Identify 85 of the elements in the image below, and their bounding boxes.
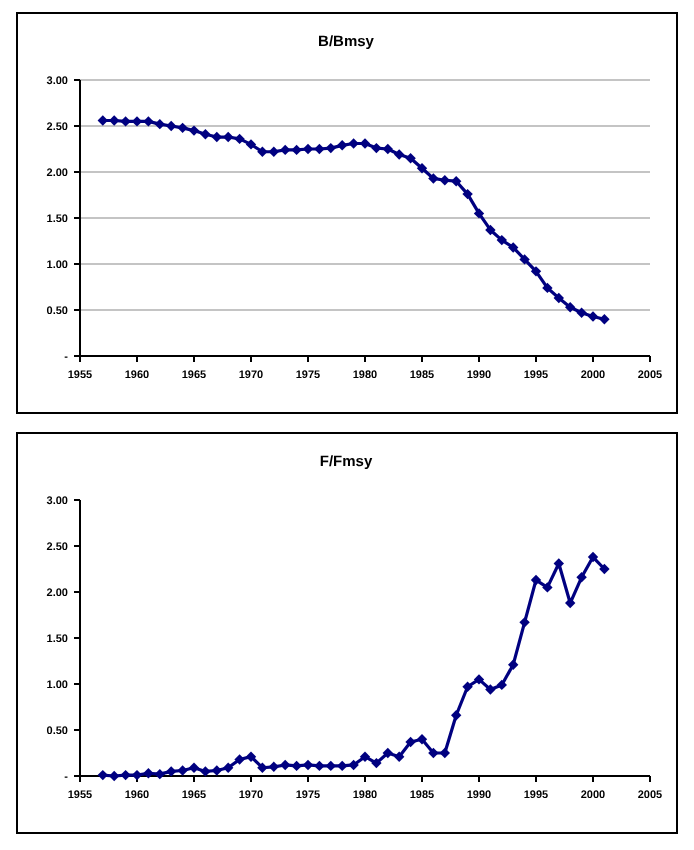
point xyxy=(223,131,234,143)
point xyxy=(280,144,291,156)
point xyxy=(416,734,428,745)
point xyxy=(473,208,485,219)
point xyxy=(553,292,564,304)
point xyxy=(245,751,257,762)
point xyxy=(519,617,530,628)
point xyxy=(154,768,165,780)
point xyxy=(416,163,428,174)
point xyxy=(485,684,496,695)
point xyxy=(394,149,405,160)
point xyxy=(280,759,291,771)
point xyxy=(314,143,325,155)
point xyxy=(257,762,268,773)
point xyxy=(268,761,279,772)
point xyxy=(348,759,359,771)
point xyxy=(565,597,576,609)
point xyxy=(371,757,382,769)
point xyxy=(599,563,610,575)
point xyxy=(382,143,393,155)
point xyxy=(143,116,154,127)
point xyxy=(451,176,462,187)
point xyxy=(268,146,279,157)
point xyxy=(542,282,553,294)
point xyxy=(530,266,542,277)
point xyxy=(291,144,302,156)
point xyxy=(325,760,336,772)
point xyxy=(211,765,222,776)
point xyxy=(508,242,519,253)
point xyxy=(565,302,576,313)
point xyxy=(382,747,393,759)
point xyxy=(188,762,200,773)
point xyxy=(109,770,120,782)
point xyxy=(97,115,108,126)
point xyxy=(519,254,530,265)
point xyxy=(325,142,336,154)
point xyxy=(371,142,382,154)
point xyxy=(234,754,245,765)
point xyxy=(200,129,211,140)
point xyxy=(291,760,302,772)
point xyxy=(154,118,165,130)
point xyxy=(245,139,257,150)
point xyxy=(599,314,610,325)
point xyxy=(120,116,131,127)
point xyxy=(439,747,450,759)
point xyxy=(405,736,416,748)
point xyxy=(188,125,200,136)
point xyxy=(462,681,473,692)
point xyxy=(200,766,211,777)
point xyxy=(451,710,462,721)
point xyxy=(120,769,131,781)
point xyxy=(337,760,348,772)
point xyxy=(508,659,519,670)
point xyxy=(553,558,564,569)
point xyxy=(587,551,599,563)
point xyxy=(428,173,439,184)
point xyxy=(428,747,439,759)
point xyxy=(177,122,188,134)
point xyxy=(223,762,234,773)
point xyxy=(587,311,599,322)
point xyxy=(576,572,587,583)
point xyxy=(359,751,371,762)
point xyxy=(496,234,507,246)
point xyxy=(234,133,245,145)
point xyxy=(405,153,416,164)
point xyxy=(257,146,268,157)
point xyxy=(496,679,507,691)
point xyxy=(97,769,108,781)
point xyxy=(143,768,154,779)
point xyxy=(530,574,542,586)
point xyxy=(166,766,177,777)
point xyxy=(439,175,450,186)
point xyxy=(462,188,473,200)
point xyxy=(473,674,485,685)
point xyxy=(109,115,120,126)
point xyxy=(337,140,348,151)
point xyxy=(211,131,222,143)
point xyxy=(348,138,359,149)
point xyxy=(177,765,188,776)
point xyxy=(542,582,553,593)
point xyxy=(394,751,405,762)
point xyxy=(485,224,496,236)
point xyxy=(166,120,177,132)
point xyxy=(576,307,587,318)
point xyxy=(314,760,325,772)
